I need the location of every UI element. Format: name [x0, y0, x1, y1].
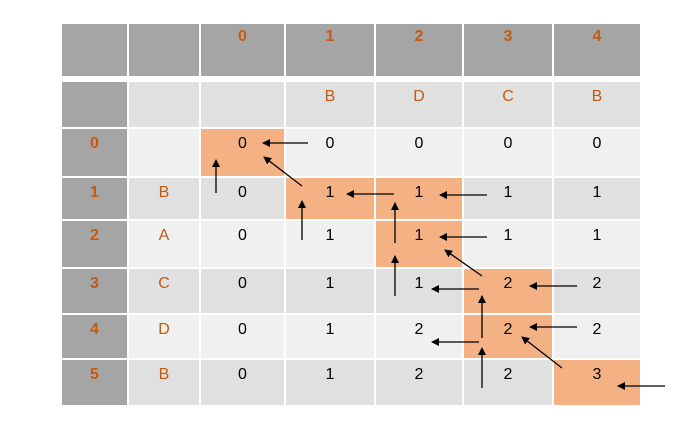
header-cell — [129, 24, 199, 76]
value-cell: 0 — [286, 129, 374, 176]
value-cell: 0 — [464, 129, 552, 176]
value-cell: 1 — [376, 269, 462, 313]
path-cell: 3 — [554, 360, 640, 405]
value-cell: 1 — [554, 221, 640, 267]
value-cell: 1 — [554, 178, 640, 219]
row-char: C — [129, 269, 199, 313]
column-char: B — [554, 82, 640, 127]
row-index-header: 5 — [62, 360, 127, 405]
value-cell: 0 — [201, 315, 284, 358]
column-index-header: 2 — [376, 24, 462, 76]
empty-cell — [129, 82, 199, 127]
value-cell: 2 — [554, 269, 640, 313]
value-cell: 0 — [201, 269, 284, 313]
column-char: C — [464, 82, 552, 127]
value-cell: 1 — [286, 360, 374, 405]
header-cell — [62, 82, 127, 127]
path-cell: 0 — [201, 129, 284, 176]
value-cell: 0 — [201, 221, 284, 267]
value-cell: 1 — [286, 269, 374, 313]
value-cell: 1 — [464, 178, 552, 219]
value-cell: 0 — [201, 178, 284, 219]
path-cell: 2 — [464, 315, 552, 358]
row-index-header: 0 — [62, 129, 127, 176]
row-char: B — [129, 178, 199, 219]
value-cell: 0 — [554, 129, 640, 176]
column-index-header: 0 — [201, 24, 284, 76]
row-index-header: 3 — [62, 269, 127, 313]
value-cell: 2 — [376, 315, 462, 358]
column-char: B — [286, 82, 374, 127]
path-cell: 1 — [376, 178, 462, 219]
value-cell: 0 — [201, 360, 284, 405]
column-index-header: 4 — [554, 24, 640, 76]
value-cell: 1 — [286, 221, 374, 267]
value-cell: 0 — [376, 129, 462, 176]
empty-cell — [201, 82, 284, 127]
value-cell: 1 — [286, 315, 374, 358]
row-index-header: 2 — [62, 221, 127, 267]
path-cell: 2 — [464, 269, 552, 313]
column-index-header: 1 — [286, 24, 374, 76]
row-index-header: 4 — [62, 315, 127, 358]
value-cell: 2 — [554, 315, 640, 358]
arrow-icon — [521, 336, 563, 369]
arrow-icon — [444, 249, 483, 277]
value-cell: 1 — [464, 221, 552, 267]
arrow-icon — [263, 156, 303, 187]
value-cell: 2 — [464, 360, 552, 405]
header-cell — [62, 24, 127, 76]
column-char: D — [376, 82, 462, 127]
row-char: B — [129, 360, 199, 405]
column-index-header: 3 — [464, 24, 552, 76]
value-cell: 2 — [376, 360, 462, 405]
path-cell: 1 — [376, 221, 462, 267]
row-index-header: 1 — [62, 178, 127, 219]
empty-cell — [129, 129, 199, 176]
row-char: D — [129, 315, 199, 358]
row-char: A — [129, 221, 199, 267]
